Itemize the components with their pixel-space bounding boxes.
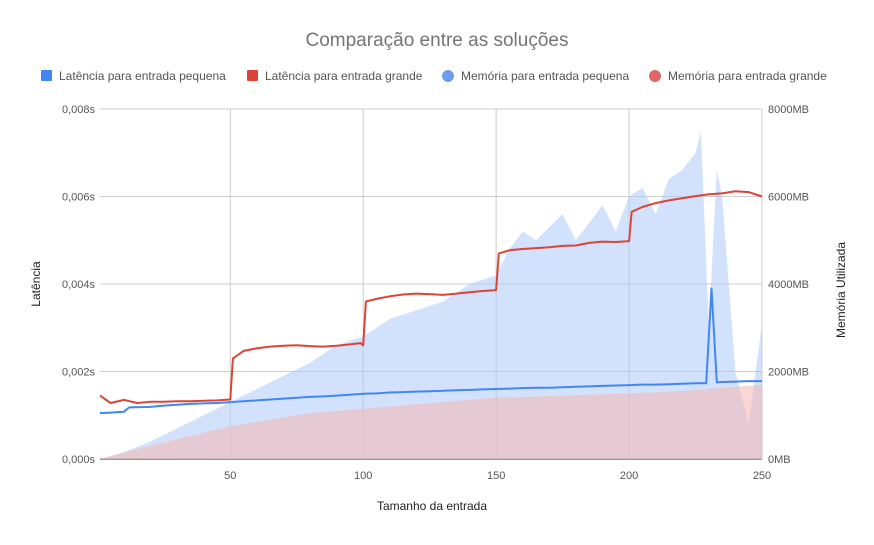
- y-right-tick-label: 0MB: [768, 454, 791, 466]
- x-tick-label: 150: [487, 470, 505, 482]
- legend-label-memory-small: Memória para entrada pequena: [461, 69, 629, 83]
- x-axis-title: Tamanho da entrada: [377, 499, 487, 513]
- legend-label-memory-large: Memória para entrada grande: [668, 69, 827, 83]
- y-left-tick-label: 0,008s: [62, 104, 96, 116]
- legend-marker-memory-large: [649, 70, 661, 82]
- y-left-tick-label: 0,004s: [62, 279, 96, 291]
- y-axis-title-right: Memória Utilizada: [834, 242, 848, 338]
- y-right-tick-label: 6000MB: [768, 192, 809, 204]
- x-tick-label: 50: [224, 470, 236, 482]
- y-left-tick-label: 0,006s: [62, 192, 96, 204]
- y-right-tick-label: 2000MB: [768, 367, 809, 379]
- chart-title: Comparação entre as soluções: [306, 30, 569, 51]
- y-right-tick-label: 8000MB: [768, 104, 809, 116]
- legend: Latência para entrada pequena Latência p…: [41, 69, 827, 83]
- y-axis-title-left: Latência: [29, 261, 43, 307]
- legend-swatch-latency-small: [41, 70, 52, 81]
- x-tick-label: 250: [753, 470, 771, 482]
- line-series-0: [99, 287, 762, 415]
- area-series-2: [100, 130, 762, 459]
- legend-label-latency-large: Latência para entrada grande: [265, 69, 423, 83]
- legend-label-latency-small: Latência para entrada pequena: [59, 69, 226, 83]
- plot-area: 50 100 150 200 250 0,000s 0,002s 0,004s 0,006s 0,…: [62, 104, 809, 482]
- y-left-tick-label: 0,002s: [62, 367, 96, 379]
- area-series-3: [100, 384, 762, 459]
- legend-swatch-latency-large: [247, 70, 258, 81]
- line-series-1: [99, 190, 763, 404]
- x-tick-label: 100: [354, 470, 372, 482]
- legend-marker-memory-small: [442, 70, 454, 82]
- y-right-tick-label: 4000MB: [768, 279, 809, 291]
- y-left-tick-label: 0,000s: [62, 454, 96, 466]
- x-tick-label: 200: [620, 470, 638, 482]
